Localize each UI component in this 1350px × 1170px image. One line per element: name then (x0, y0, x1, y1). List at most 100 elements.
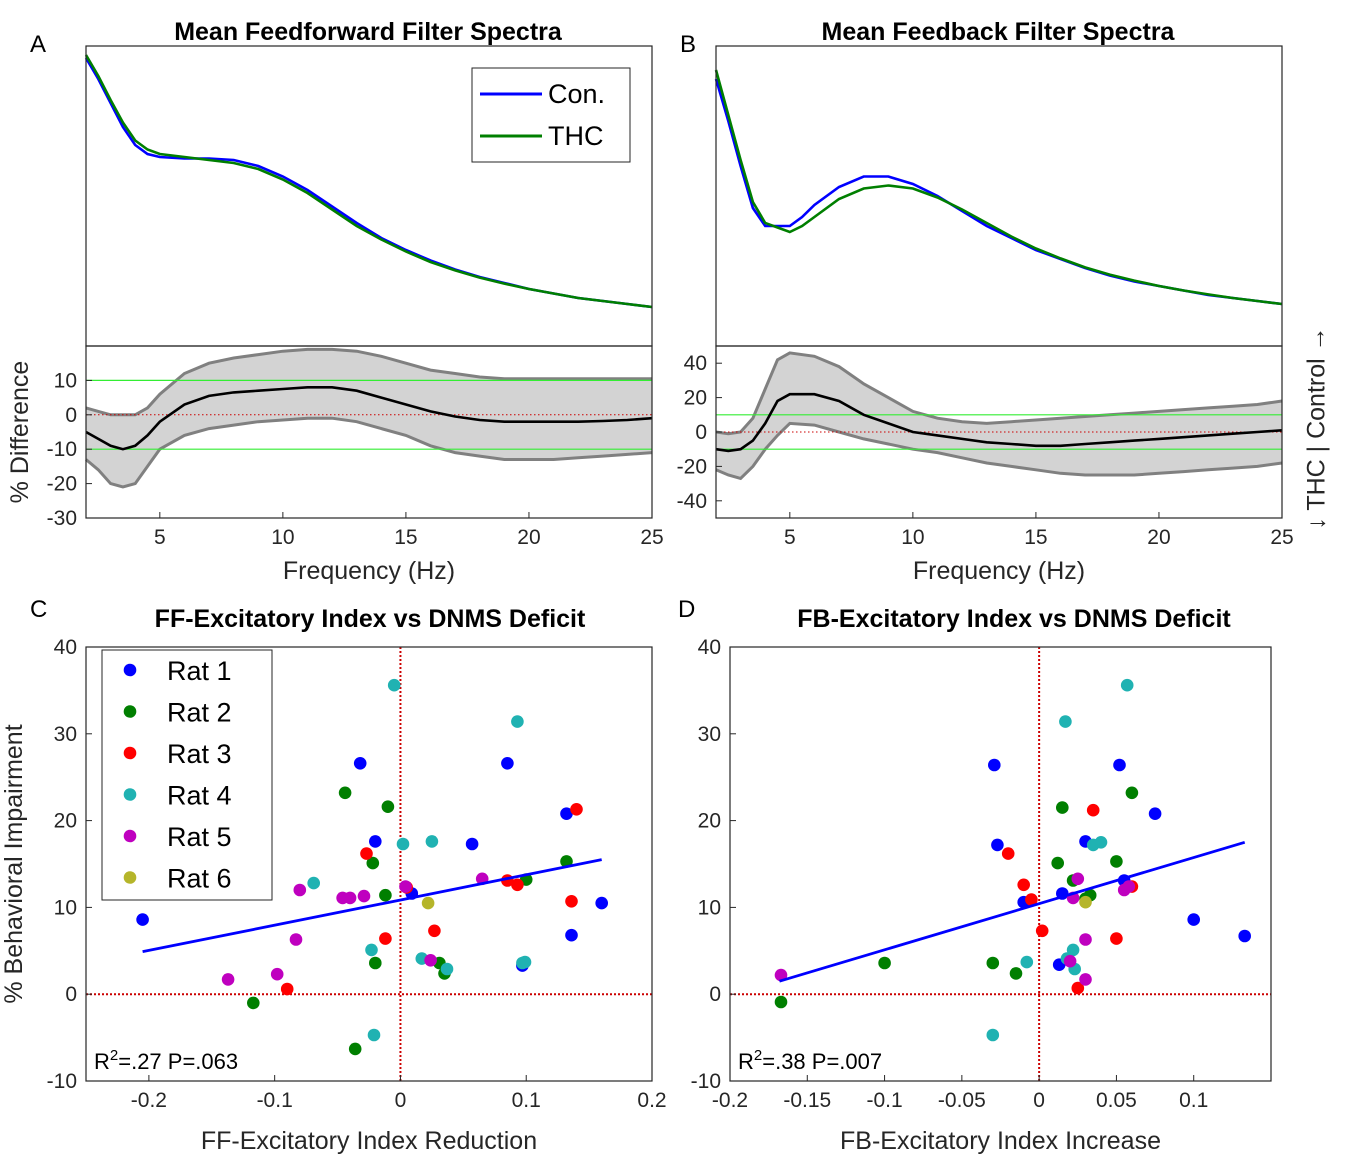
panel-d-point-rat-2 (1009, 967, 1023, 980)
panel-a-difference-ci-band (86, 349, 652, 487)
panel-c-stat-sup: 2 (110, 1047, 118, 1064)
panel-b-title: Mean Feedback Filter Spectra (822, 18, 1176, 46)
panel-c-point-rat-1 (353, 757, 367, 770)
panel-c-point-rat-4 (387, 678, 401, 692)
panel-b-difference-x-tick-label: 25 (1270, 526, 1293, 549)
panel-c-point-rat-2 (560, 855, 573, 868)
panel-c-stat-annotation: R2=.27 P=.063 (94, 1047, 238, 1074)
panel-b-difference-x-tick-label: 5 (784, 526, 796, 549)
panel-a-difference-mean-difference-line (85, 385, 653, 451)
panel-d-point-rat-4 (1066, 943, 1080, 957)
panel-c-point-rat-1 (565, 928, 578, 942)
panel-b-difference-y-tick-label: 40 (684, 352, 707, 375)
panel-c-legend-marker-rat-6 (123, 871, 137, 884)
panel-c-point-rat-4 (440, 962, 454, 976)
panel-d-y-tick-label: 40 (698, 636, 721, 659)
panel-c-point-rat-3 (565, 895, 578, 908)
panel-c-y-tick-label: -10 (47, 1070, 77, 1093)
panel-c-point-rat-1 (501, 757, 514, 770)
panel-c-point-rat-4 (425, 835, 439, 848)
panel-d-point-rat-3 (1025, 893, 1038, 906)
panel-c-point-rat-2 (366, 856, 380, 870)
panel-c-point-rat-1 (595, 896, 608, 910)
panel-b-difference-ci-upper-line (715, 351, 1283, 436)
panel-c-point-rat-5 (293, 883, 307, 897)
panel-letter-a: A (30, 31, 46, 58)
panel-a-spectra-legend-box (471, 67, 631, 163)
panel-d-stat-text: =.38 P=.007 (762, 1049, 882, 1074)
panel-d-x-tick-label: 0.05 (1096, 1089, 1137, 1112)
panel-a-difference-x-axis-label: Frequency (Hz) (283, 557, 455, 585)
panel-d-stat-sup: 2 (754, 1047, 762, 1064)
panel-d-point-rat-2 (1125, 786, 1139, 800)
panel-b-spectra-series-thc-line (714, 69, 1283, 306)
panel-c-x-tick-label: 0.2 (637, 1089, 666, 1112)
panel-c-point-rat-1 (560, 807, 573, 820)
panel-b-difference-x-tick-label: 10 (901, 526, 924, 549)
panel-a-difference-y-tick-label: -20 (47, 473, 77, 496)
panel-a-difference-x-tick-label: 20 (517, 526, 540, 549)
panel-a-spectra-legend-label: Con. (548, 79, 605, 109)
panel-d-point-rat-5 (1079, 933, 1092, 946)
panel-b-difference-y-tick-label: -20 (677, 455, 707, 478)
panel-a-difference-x-tick-label: 10 (271, 526, 294, 549)
panel-c-point-rat-2 (247, 996, 260, 1010)
panel-d-point-rat-4 (1059, 715, 1072, 728)
panel-b-difference-x-tick-label: 15 (1024, 526, 1047, 549)
panel-d-y-tick-label: 20 (698, 810, 721, 833)
panel-d-point-rat-4 (1094, 836, 1108, 849)
panel-c-point-rat-2 (379, 888, 392, 902)
panel-d-x-tick-label: -0.15 (783, 1089, 831, 1112)
panel-d-point-rat-3 (1035, 924, 1049, 938)
panel-c-point-rat-3 (280, 982, 294, 996)
panel-c-stat-r: R (94, 1049, 110, 1074)
panel-d-regression-line (779, 840, 1246, 983)
panel-letter-d: D (678, 596, 695, 623)
panel-d-point-rat-2 (774, 995, 788, 1009)
panel-d-x-tick-label: 0 (1033, 1089, 1045, 1112)
panel-c-point-rat-5 (357, 889, 371, 903)
panel-c-y-axis-label: % Behavioral Impairment (0, 724, 28, 1003)
panel-b-difference-y-tick-label: 20 (684, 387, 707, 410)
panel-d-point-rat-5 (1063, 954, 1077, 968)
panel-c-axes (85, 646, 653, 1082)
panel-b-spectra-axes (715, 45, 1283, 347)
panel-d-point-rat-4 (1120, 678, 1134, 692)
panel-d-point-rat-5 (1122, 880, 1136, 893)
panel-d-point-rat-2 (878, 956, 891, 970)
panel-a-difference-y-tick-label: -10 (47, 438, 77, 461)
panel-c-point-rat-1 (369, 835, 382, 848)
panel-c-y-tick-label: 0 (65, 983, 77, 1006)
panel-d-y-tick-label: 0 (709, 983, 721, 1006)
panel-d-y-tick-label: -10 (691, 1070, 721, 1093)
panel-d-point-rat-3 (1017, 878, 1030, 892)
panel-c-point-rat-3 (428, 924, 441, 938)
panel-b-difference-ci-lower-line (715, 421, 1283, 481)
direction-side-label: ↓ THC | Control → (1303, 326, 1331, 529)
panel-d-point-rat-1 (991, 838, 1004, 852)
panel-d-point-rat-3 (1001, 847, 1015, 860)
panel-c-regression-line (142, 858, 602, 954)
panel-c-legend-label: Rat 2 (167, 698, 232, 728)
panel-d-point-rat-2 (1051, 856, 1064, 870)
panel-c-x-tick-label: 0 (395, 1089, 407, 1112)
panel-c-y-tick-label: 10 (54, 896, 77, 919)
panel-c-point-rat-4 (396, 837, 410, 851)
panel-c-x-tick-label: 0.1 (512, 1089, 541, 1112)
panel-d-point-rat-1 (1187, 913, 1200, 926)
panel-c-title: FF-Excitatory Index vs DNMS Deficit (155, 605, 586, 633)
panel-c-point-rat-6 (421, 896, 435, 910)
panel-c-point-rat-5 (270, 967, 284, 981)
panel-a-difference-x-tick-label: 5 (154, 526, 166, 549)
panel-a-difference-axes (85, 345, 653, 519)
panel-a-spectra-legend-label: THC (548, 121, 604, 151)
panel-a-title: Mean Feedforward Filter Spectra (174, 18, 563, 46)
panel-d-point-rat-6 (1079, 895, 1092, 909)
panel-a-difference-x-tick-label: 25 (640, 526, 663, 549)
panel-c-point-rat-4 (367, 1028, 381, 1042)
panel-b-difference-x-tick-label: 20 (1147, 526, 1170, 549)
panel-d-y-tick-label: 30 (698, 723, 721, 746)
panel-d-x-tick-label: 0.1 (1179, 1089, 1208, 1112)
panel-d-x-tick-label: -0.2 (712, 1089, 748, 1112)
